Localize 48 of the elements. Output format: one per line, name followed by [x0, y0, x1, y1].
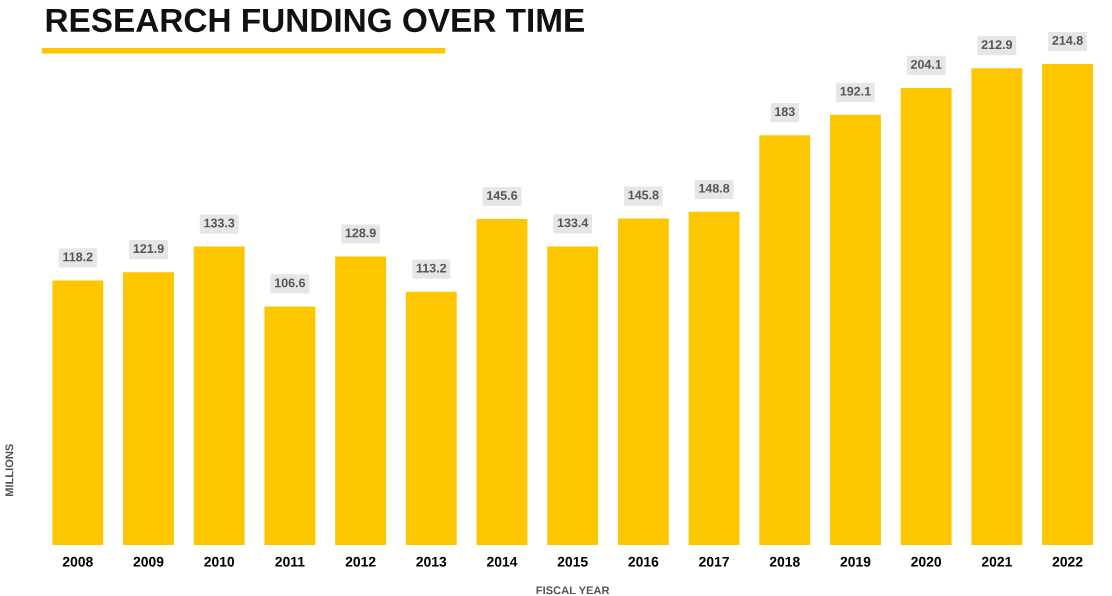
chart-title: RESEARCH FUNDING OVER TIME: [46, 8, 584, 33]
data-label: 148.8: [699, 183, 730, 193]
data-label: 118.2: [63, 252, 93, 262]
x-tick-label: 2018: [769, 556, 800, 567]
bar: [52, 280, 104, 546]
bar: [476, 219, 528, 546]
x-tick-label: 2016: [628, 556, 659, 567]
x-tick-label: 2008: [62, 556, 93, 567]
bar: [547, 246, 599, 546]
data-label: 145.8: [628, 190, 659, 200]
data-label: 121.9: [133, 244, 164, 254]
data-label: 204.1: [910, 59, 942, 69]
x-tick-label: 2019: [840, 556, 871, 567]
x-tick-label: 2020: [911, 556, 942, 567]
x-tick-label: 2010: [204, 556, 235, 567]
x-tick-label: 2017: [699, 556, 729, 567]
bar: [971, 68, 1023, 546]
bar: [264, 306, 316, 546]
x-tick-label: 2015: [557, 556, 588, 567]
data-label: 133.3: [204, 218, 235, 228]
x-tick-label: 2022: [1052, 556, 1083, 567]
x-tick-label: 2014: [487, 556, 518, 567]
data-label: 145.6: [487, 191, 518, 200]
x-tick-label: 2011: [275, 556, 305, 567]
data-label: 128.9: [345, 228, 376, 238]
data-label: 214.8: [1052, 35, 1083, 45]
x-tick-label: 2021: [981, 556, 1012, 567]
bar: [830, 114, 881, 546]
bar: [759, 135, 811, 546]
data-label: 212.9: [981, 40, 1013, 50]
data-label: 192.1: [840, 86, 871, 96]
bar: [617, 218, 669, 546]
x-tick-label: 2013: [416, 556, 447, 567]
data-label: 183: [775, 107, 795, 117]
bar: [405, 291, 457, 546]
bar: [123, 272, 174, 546]
data-label: 133.4: [557, 218, 589, 228]
x-axis-title: FISCAL YEAR: [536, 586, 610, 595]
bar: [688, 211, 740, 546]
y-axis-title: MILLIONS: [5, 444, 14, 497]
x-tick-label: 2012: [345, 556, 376, 567]
bar: [193, 246, 245, 546]
bar: [900, 87, 952, 546]
data-label: 106.6: [275, 278, 306, 288]
bar: [1042, 63, 1094, 546]
bar: [335, 256, 387, 546]
data-label: 113.2: [416, 263, 447, 273]
x-tick-label: 2009: [133, 556, 164, 567]
